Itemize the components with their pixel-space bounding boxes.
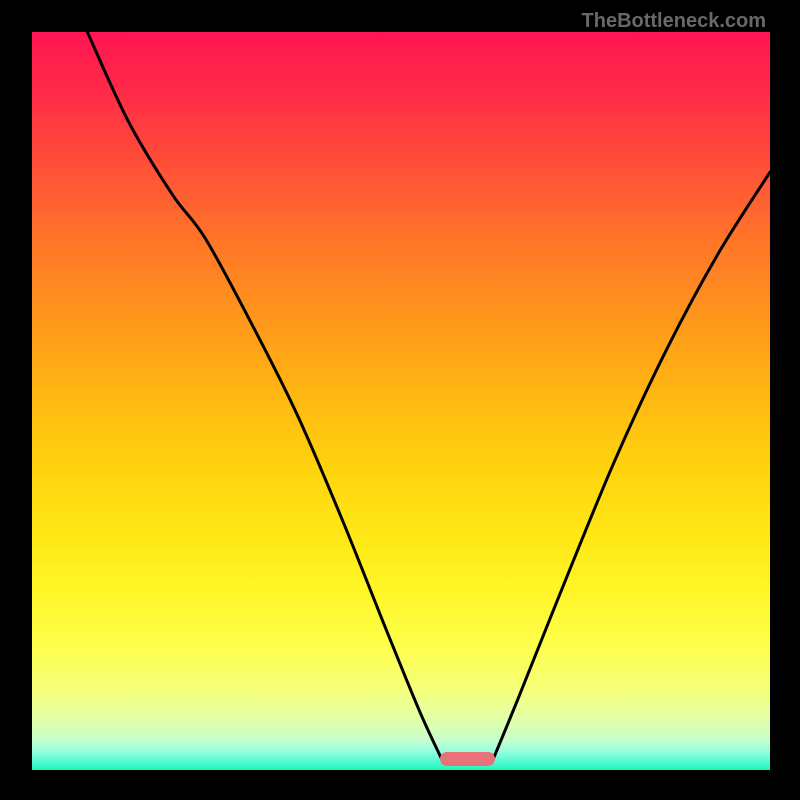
plot-area [32,32,770,770]
watermark-text: TheBottleneck.com [582,10,766,33]
bottleneck-curve [32,32,770,770]
bottom-marker [440,752,495,766]
